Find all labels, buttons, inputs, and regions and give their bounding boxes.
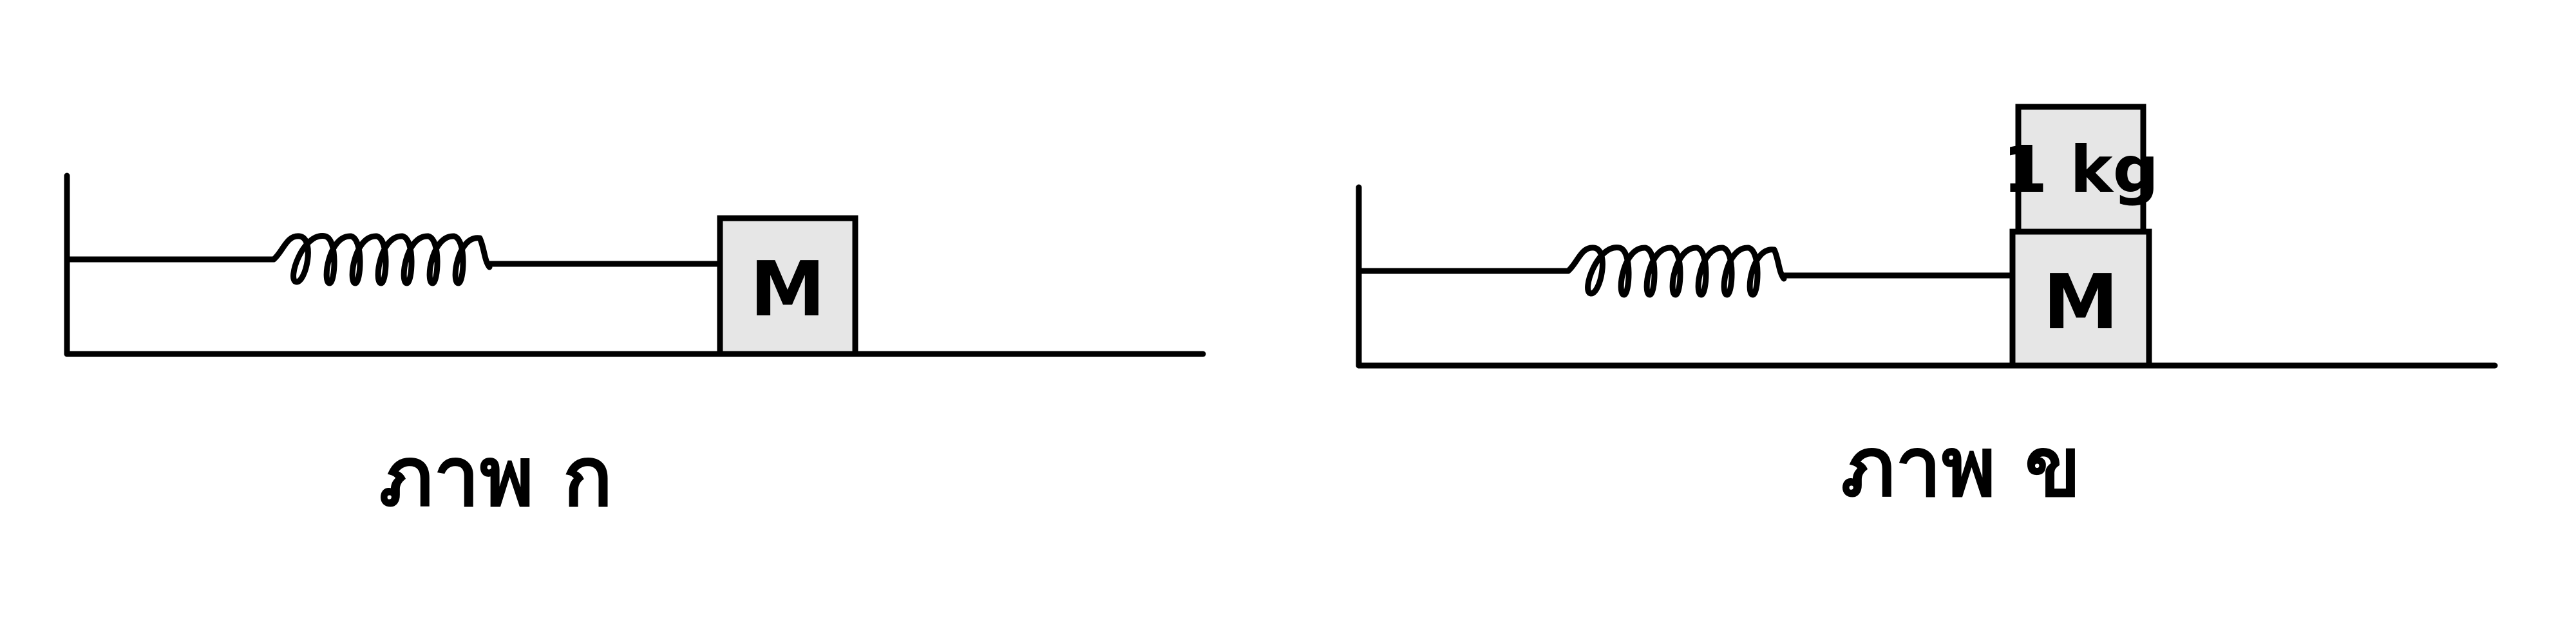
figure-b-spring: [1565, 245, 1787, 298]
figure-b-block: [2009, 228, 2152, 369]
figure-b-block-label: M: [2043, 257, 2118, 346]
figure-a-block-label: M: [750, 245, 825, 333]
figure-a-block: [717, 215, 858, 357]
figure-b-added-mass-label: 1 kg: [2003, 132, 2159, 207]
figure-a: M ภาพ ก: [64, 172, 1206, 525]
figure-a-spring: [270, 233, 493, 286]
figure-b-caption: ภาพ ข: [1841, 420, 2081, 516]
figure-a-caption: ภาพ ก: [379, 429, 613, 525]
figure-b-added-mass: [2015, 104, 2146, 235]
figure-b: M 1 kg ภาพ ข: [1356, 104, 2498, 516]
